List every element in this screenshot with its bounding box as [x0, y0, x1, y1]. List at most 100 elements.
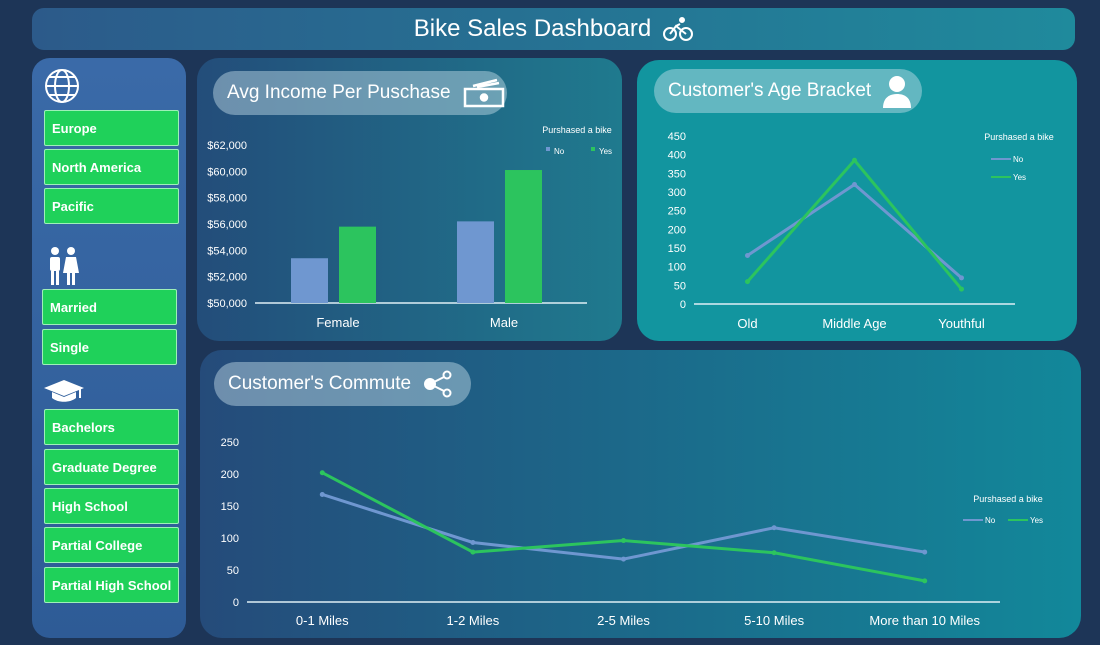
y-tick-label: 200 — [668, 224, 686, 236]
filter-married[interactable]: Married — [42, 289, 177, 325]
age-bracket-panel: Customer's Age Bracket 0 50 100 150 200 250 30… — [637, 60, 1077, 341]
y-tick-label: 150 — [668, 243, 686, 255]
legend-title: Purshased a bike — [542, 125, 612, 135]
data-point-yes — [922, 578, 928, 584]
legend-label: Yes — [1013, 173, 1026, 182]
bar-no — [291, 258, 328, 303]
filter-europe[interactable]: Europe — [44, 110, 179, 146]
y-tick-label: 0 — [233, 597, 239, 609]
graduation-cap-icon — [44, 380, 84, 402]
age-line-chart: 0 50 100 150 200 250 300 350 400 450 Old Middle Age… — [668, 131, 1054, 331]
panel-title: Customer's Commute — [228, 373, 412, 394]
y-tick-label: $58,000 — [207, 193, 247, 205]
data-point-yes — [745, 279, 750, 285]
data-point-no — [745, 252, 750, 258]
filter-high-school[interactable]: High School — [44, 488, 179, 524]
income-bar-chart: $50,000 $52,000 $54,000 $56,000 $58,000 $60,0… — [207, 125, 612, 330]
x-tick-label: 1-2 Miles — [447, 613, 500, 628]
panel-title-pill: Customer's Age Bracket — [654, 69, 922, 113]
y-tick-label: 100 — [668, 262, 686, 274]
x-tick-label: 2-5 Miles — [597, 613, 650, 628]
y-tick-label: 0 — [680, 299, 686, 311]
data-point-yes — [470, 549, 476, 555]
legend-swatch — [546, 147, 550, 151]
legend-label: Yes — [599, 147, 612, 156]
x-tick-label: More than 10 Miles — [869, 613, 980, 628]
bar-yes — [505, 170, 542, 303]
legend-label: No — [554, 147, 565, 156]
y-tick-label: 50 — [674, 280, 686, 292]
line-yes — [321, 471, 925, 583]
data-point-no — [621, 556, 626, 562]
data-point-no — [470, 539, 476, 545]
filter-sidebar: Europe North America Pacific Married Single B… — [32, 58, 186, 638]
bar-yes — [339, 226, 376, 303]
legend-label: Yes — [1030, 516, 1043, 525]
filter-partial-college[interactable]: Partial College — [44, 527, 179, 563]
x-tick-label: Male — [490, 315, 518, 330]
filter-single[interactable]: Single — [42, 329, 177, 365]
globe-icon — [45, 69, 79, 103]
dashboard-header: Bike Sales Dashboard — [32, 8, 1075, 50]
share-icon — [424, 370, 452, 398]
panel-title-pill: Customer's Commute — [214, 362, 471, 406]
y-tick-label: $60,000 — [207, 166, 247, 178]
x-tick-label: Youthful — [938, 316, 985, 331]
panel-title: Avg Income Per Puschase — [227, 82, 451, 103]
legend-title: Purshased a bike — [973, 494, 1043, 504]
commute-panel: Customer's Commute 0 50 100 150 200 250 0-1 Mi… — [200, 350, 1081, 638]
line-no — [321, 493, 925, 561]
data-point-yes — [621, 538, 626, 544]
y-tick-label: $50,000 — [207, 298, 247, 310]
data-point-no — [319, 491, 325, 497]
x-tick-label: Female — [316, 315, 359, 330]
filter-graduate-degree[interactable]: Graduate Degree — [44, 449, 179, 485]
person-icon — [883, 76, 912, 108]
legend-title: Purshased a bike — [984, 132, 1054, 142]
line-yes — [746, 157, 963, 291]
filter-bachelors[interactable]: Bachelors — [44, 409, 179, 445]
y-tick-label: 450 — [668, 131, 686, 143]
y-tick-label: $54,000 — [207, 245, 247, 257]
y-tick-label: $52,000 — [207, 272, 247, 284]
x-tick-label: 0-1 Miles — [296, 613, 349, 628]
commute-line-chart: 0 50 100 150 200 250 0-1 Miles 1-2 Miles 2-5 Mil… — [221, 437, 1043, 628]
y-tick-label: $62,000 — [207, 140, 247, 152]
data-point-yes — [319, 470, 325, 476]
y-tick-label: 300 — [668, 187, 686, 199]
y-tick-label: 100 — [221, 533, 239, 545]
y-tick-label: 50 — [227, 565, 239, 577]
dashboard-title: Bike Sales Dashboard — [413, 15, 652, 42]
filter-partial-high-school[interactable]: Partial High School — [44, 567, 179, 603]
y-tick-label: 200 — [221, 469, 239, 481]
avg-income-panel: Avg Income Per Puschase $50,000 $52,000 $5… — [197, 58, 622, 341]
data-point-no — [852, 182, 857, 188]
data-point-no — [771, 525, 777, 531]
legend-label: No — [985, 516, 996, 525]
x-tick-label: Old — [737, 316, 757, 331]
data-point-no — [959, 275, 964, 281]
y-tick-label: 150 — [221, 501, 239, 513]
panel-title-pill: Avg Income Per Puschase — [213, 71, 507, 115]
couple-icon — [50, 247, 79, 285]
filter-pacific[interactable]: Pacific — [44, 188, 179, 224]
y-tick-label: 250 — [668, 206, 686, 218]
x-tick-label: Middle Age — [822, 316, 886, 331]
y-tick-label: $56,000 — [207, 219, 247, 231]
data-point-no — [922, 549, 928, 555]
legend-label: No — [1013, 155, 1024, 164]
legend-swatch — [591, 147, 595, 151]
money-icon — [463, 78, 504, 108]
line-no — [746, 182, 963, 279]
y-tick-label: 350 — [668, 168, 686, 180]
filter-north-america[interactable]: North America — [44, 149, 179, 185]
y-tick-label: 400 — [668, 150, 686, 162]
data-point-yes — [959, 286, 964, 292]
data-point-yes — [771, 550, 777, 556]
bicycle-icon — [663, 17, 694, 41]
bar-no — [457, 221, 494, 303]
y-tick-label: 250 — [221, 437, 239, 449]
x-tick-label: 5-10 Miles — [744, 613, 804, 628]
panel-title: Customer's Age Bracket — [668, 80, 872, 101]
data-point-yes — [852, 157, 857, 163]
